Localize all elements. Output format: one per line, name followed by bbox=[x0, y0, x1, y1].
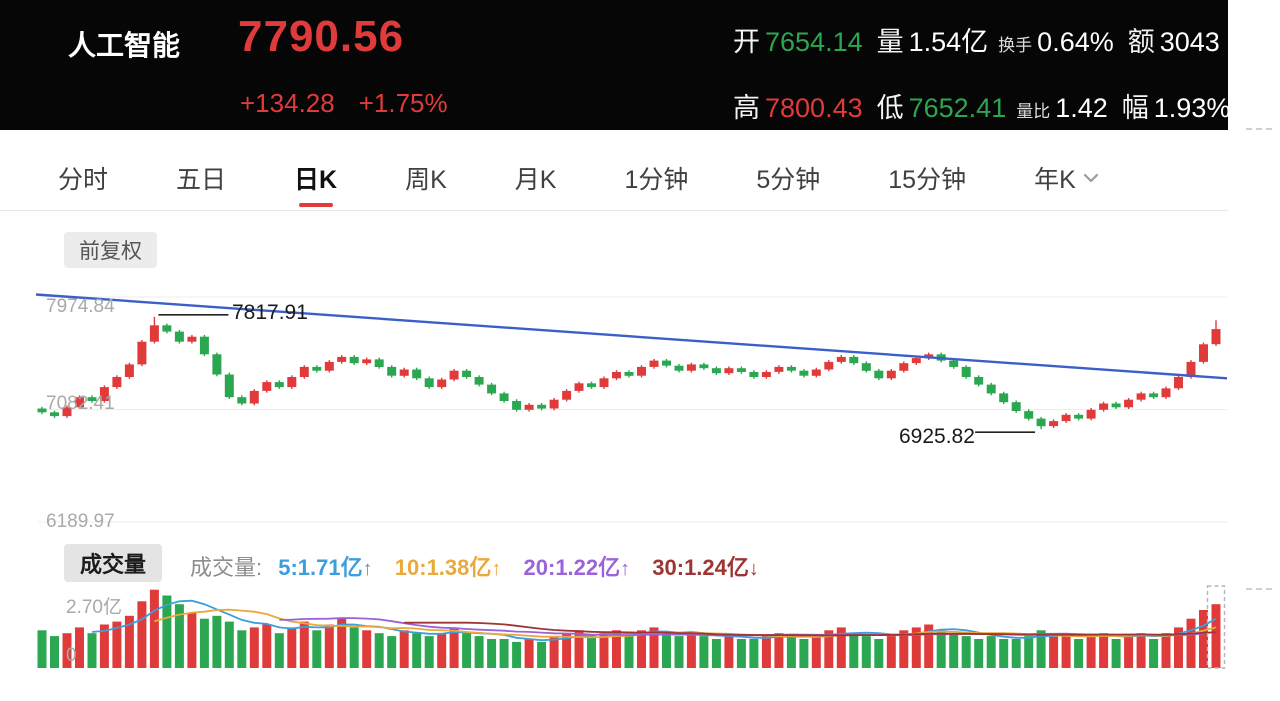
annotation-low: 6925.82 bbox=[899, 425, 975, 448]
volume-ma10-label: 10:1.38亿↑ bbox=[394, 555, 502, 580]
price-change-row: +134.28 +1.75% bbox=[240, 88, 472, 119]
annotation-high: 7817.91 bbox=[232, 301, 308, 324]
volume-ma20-label: 20:1.22亿↑ bbox=[523, 555, 631, 580]
tab-monthly-k[interactable]: 月K bbox=[514, 166, 557, 194]
low-value: 7652.41 bbox=[908, 93, 1007, 123]
adjust-mode-badge[interactable]: 前复权 bbox=[64, 232, 157, 268]
open-value: 7654.14 bbox=[765, 27, 863, 57]
chevron-down-icon[interactable] bbox=[1082, 172, 1100, 184]
volume-ma30-label: 30:1.24亿↓ bbox=[652, 555, 759, 580]
volume-axis-max: 2.70亿 bbox=[66, 597, 122, 618]
y-axis-label-middle: 7082.41 bbox=[46, 393, 115, 414]
tab-intraday[interactable]: 分时 bbox=[58, 166, 109, 194]
volume-ratio-label: 量比 bbox=[1016, 102, 1051, 121]
y-axis-label-bottom: 6189.97 bbox=[46, 511, 115, 532]
amount-label: 额 bbox=[1127, 27, 1155, 57]
volume-label: 量 bbox=[876, 27, 904, 57]
up-arrow-icon: ↑ bbox=[491, 558, 502, 580]
tab-5min[interactable]: 5分钟 bbox=[756, 166, 821, 194]
volume-ratio-value: 1.42 bbox=[1055, 93, 1108, 123]
tab-daily-k[interactable]: 日K bbox=[294, 146, 337, 210]
stats-row-2: 高 7800.43 低 7652.41 量比 1.42 幅 1.93% bbox=[733, 86, 1228, 125]
stats-panel: 开 7654.14 量 1.54亿 换手 0.64% 额 3043 高 7800… bbox=[733, 0, 1228, 130]
current-price: 7790.56 bbox=[238, 12, 405, 61]
down-arrow-icon: ↓ bbox=[748, 558, 759, 580]
y-axis-label-top: 7974.84 bbox=[46, 296, 115, 317]
low-label: 低 bbox=[876, 93, 904, 123]
up-arrow-icon: ↑ bbox=[620, 558, 631, 580]
tab-1min[interactable]: 1分钟 bbox=[624, 166, 689, 194]
tab-15min[interactable]: 15分钟 bbox=[888, 166, 967, 194]
tab-weekly-k[interactable]: 周K bbox=[405, 166, 447, 194]
volume-ma-legend: 成交量: 5:1.71亿↑ 10:1.38亿↑ 20:1.22亿↑ 30:1.2… bbox=[190, 550, 775, 582]
high-value: 7800.43 bbox=[765, 93, 863, 123]
open-label: 开 bbox=[733, 27, 760, 57]
volume-ma5-label: 5:1.71亿↑ bbox=[278, 555, 373, 580]
up-arrow-icon: ↑ bbox=[362, 558, 373, 580]
volume-axis-zero: 0 bbox=[66, 645, 77, 666]
right-edge-strip bbox=[1228, 0, 1280, 701]
tab-5day[interactable]: 五日 bbox=[176, 166, 227, 194]
stats-row-1: 开 7654.14 量 1.54亿 换手 0.64% 额 3043 bbox=[733, 20, 1220, 59]
tab-yearly-k[interactable]: 年K bbox=[1034, 146, 1100, 210]
high-label: 高 bbox=[733, 93, 760, 123]
stock-header: 人工智能 7790.56 +134.28 +1.75% 开 7654.14 量 1… bbox=[0, 0, 1228, 130]
price-change: +134.28 bbox=[240, 88, 335, 118]
volume-value: 1.54亿 bbox=[908, 27, 989, 57]
amount-value: 3043 bbox=[1159, 27, 1220, 57]
amplitude-value: 1.93% bbox=[1153, 93, 1228, 123]
dashed-marker-top bbox=[1246, 128, 1272, 130]
volume-badge[interactable]: 成交量 bbox=[64, 544, 163, 582]
turnover-label: 换手 bbox=[998, 36, 1033, 55]
period-tab-bar: 分时 五日 日K 周K 月K 1分钟 5分钟 15分钟 年K bbox=[0, 146, 1228, 211]
amplitude-label: 幅 bbox=[1121, 93, 1149, 123]
dashed-marker-bottom bbox=[1246, 588, 1272, 590]
volume-ma-title: 成交量: bbox=[190, 555, 263, 580]
stock-title: 人工智能 bbox=[68, 30, 181, 61]
turnover-value: 0.64% bbox=[1037, 27, 1114, 57]
price-change-pct: +1.75% bbox=[358, 88, 448, 118]
